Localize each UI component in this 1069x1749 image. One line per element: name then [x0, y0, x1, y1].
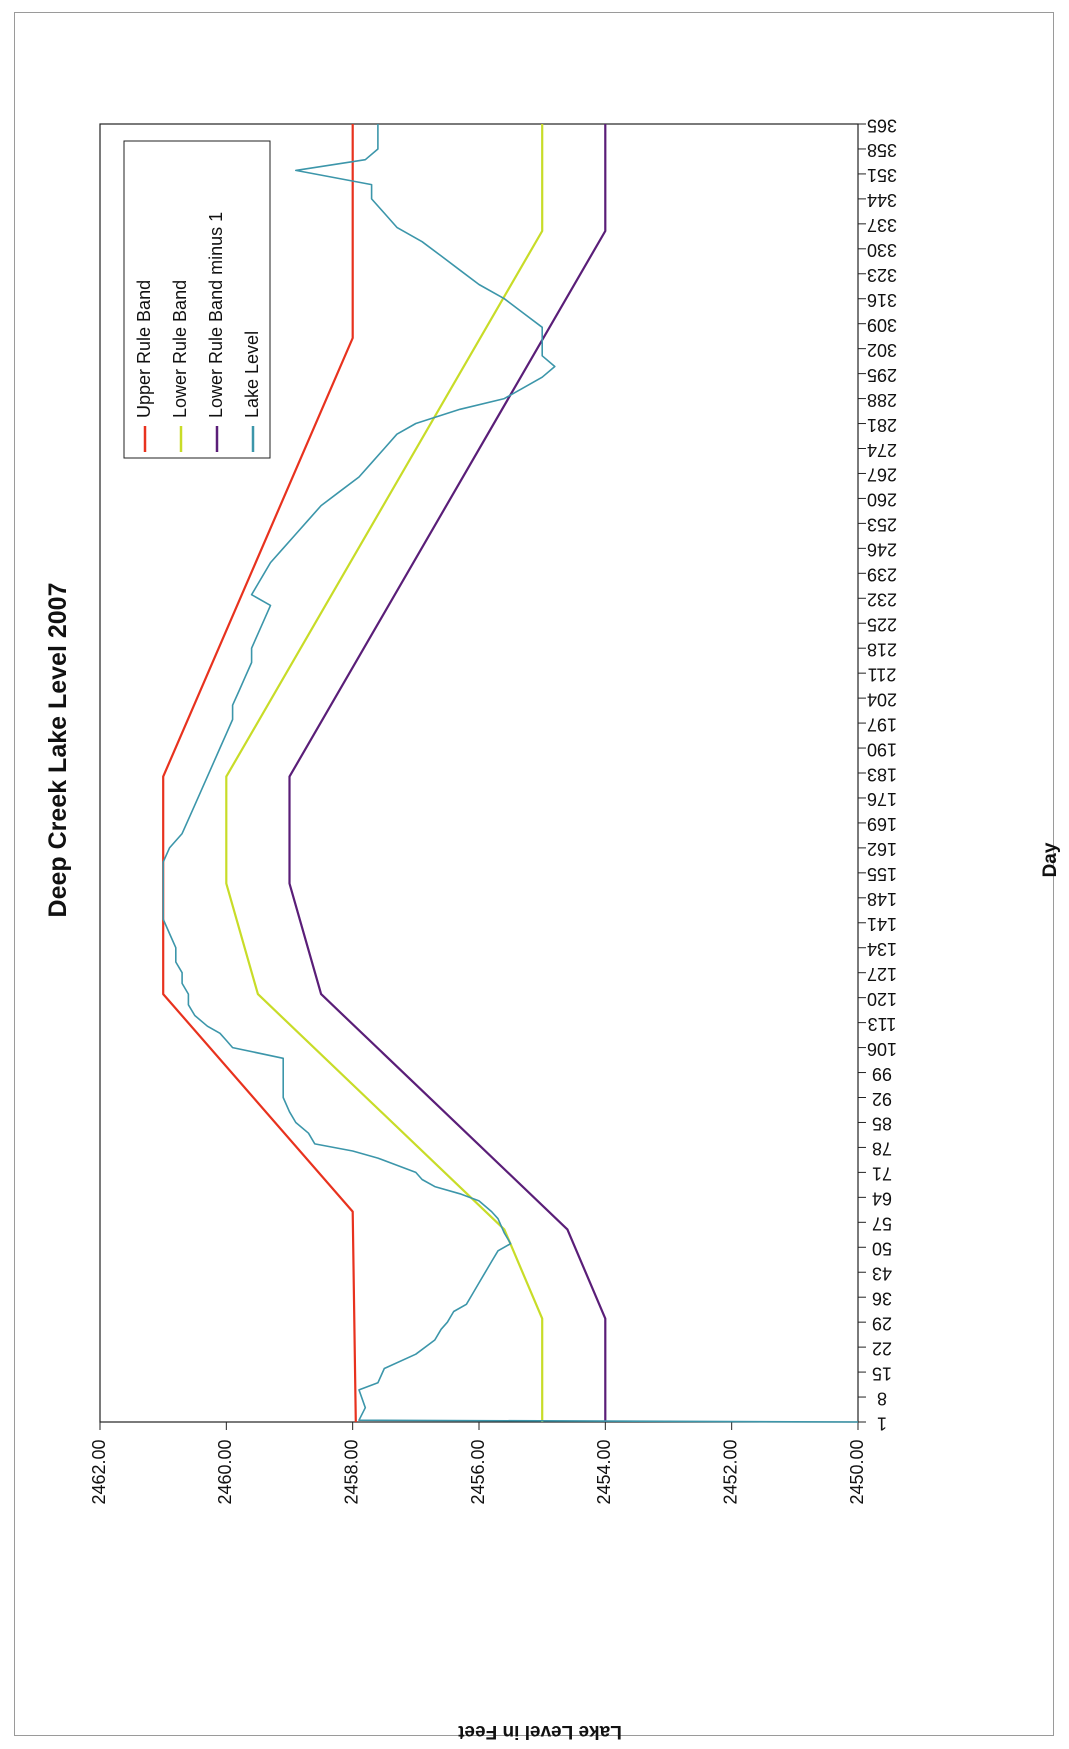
y-tick-label: 2452.00 [720, 1439, 740, 1504]
x-tick-label: 183 [867, 764, 897, 784]
chart-title: Deep Creek Lake Level 2007 [44, 583, 72, 918]
x-tick-label: 323 [867, 265, 897, 285]
x-tick-label: 239 [867, 565, 897, 585]
x-tick-label: 1 [877, 1413, 887, 1433]
x-tick-label: 134 [867, 939, 897, 959]
x-tick-label: 64 [872, 1189, 892, 1209]
x-tick-label: 309 [867, 315, 897, 335]
x-tick-label: 218 [867, 639, 897, 659]
series-line-lower-rule-band-minus-1 [288, 124, 607, 1422]
x-tick-label: 162 [867, 839, 897, 859]
x-tick-label: 71 [872, 1164, 892, 1184]
series-line-lake-level [162, 124, 859, 1423]
x-tick-label: 127 [867, 964, 897, 984]
x-tick-label: 57 [872, 1214, 892, 1234]
x-tick-label: 232 [867, 590, 897, 610]
x-tick-label: 204 [867, 689, 897, 709]
x-tick-label: 113 [868, 1014, 897, 1034]
x-tick-label: 274 [867, 440, 897, 460]
x-tick-label: 253 [867, 515, 897, 535]
x-tick-label: 351 [867, 165, 897, 185]
y-tick-label: 2454.00 [594, 1439, 614, 1504]
x-tick-label: 141 [867, 914, 897, 934]
x-tick-label: 260 [867, 490, 897, 510]
x-tick-label: 169 [867, 814, 897, 834]
x-tick-label: 288 [867, 390, 897, 410]
x-tick-label: 246 [867, 540, 897, 560]
legend: Upper Rule Band Lower Rule Band Lower Rule… [123, 140, 271, 459]
series-line-lower-rule-band [225, 124, 544, 1422]
x-tick-label: 337 [867, 215, 897, 235]
y-tick-label: 2456.00 [468, 1439, 488, 1504]
x-tick-label: 50 [872, 1239, 892, 1259]
x-tick-label: 155 [867, 864, 897, 884]
x-tick-label: 99 [872, 1064, 892, 1084]
x-tick-label: 85 [872, 1114, 892, 1134]
x-tick-label: 36 [872, 1288, 892, 1308]
x-tick-label: 267 [867, 465, 897, 485]
x-tick-label: 316 [867, 290, 897, 310]
legend-label: Lake Level [242, 331, 262, 418]
series-layer [162, 124, 859, 1423]
legend-label: Lower Rule Band [170, 280, 190, 418]
x-axis-ticks: 1 8 15 22 29 36 43 50 57 64 71 78 85 92 99 106 113 120 127… [858, 115, 897, 1433]
x-tick-label: 330 [867, 240, 897, 260]
x-tick-label: 197 [867, 714, 897, 734]
x-tick-label: 295 [867, 365, 897, 385]
y-tick-label: 2458.00 [341, 1439, 361, 1504]
x-tick-label: 15 [872, 1363, 892, 1383]
x-tick-label: 190 [867, 739, 897, 759]
page-frame [14, 12, 1054, 1736]
x-tick-label: 8 [877, 1388, 887, 1408]
x-tick-label: 43 [872, 1263, 892, 1283]
x-tick-label: 106 [867, 1039, 897, 1059]
x-tick-label: 225 [867, 614, 897, 634]
x-tick-label: 365 [867, 115, 897, 135]
legend-box [123, 140, 271, 459]
x-tick-label: 302 [867, 340, 897, 360]
x-tick-label: 92 [872, 1089, 892, 1109]
legend-label: Upper Rule Band [134, 280, 154, 418]
x-tick-label: 29 [872, 1313, 892, 1333]
x-tick-label: 344 [867, 190, 897, 210]
x-axis-title: Day [1040, 842, 1061, 877]
y-tick-label: 2460.00 [215, 1439, 235, 1504]
x-tick-label: 281 [867, 415, 897, 435]
y-tick-label: 2462.00 [89, 1439, 109, 1504]
legend-label: Lower Rule Band minus 1 [206, 212, 226, 418]
y-axis-title: Lake Level in Feet [457, 1721, 621, 1742]
y-axis-ticks: 2450.00 2452.00 2454.00 2456.00 2458.00 2460.… [89, 1422, 867, 1505]
x-tick-label: 148 [867, 889, 897, 909]
x-tick-label: 78 [872, 1139, 892, 1159]
x-tick-label: 120 [867, 989, 897, 1009]
x-tick-label: 211 [868, 664, 897, 684]
y-tick-label: 2450.00 [847, 1439, 867, 1504]
x-tick-label: 358 [867, 140, 897, 160]
x-tick-label: 176 [867, 789, 897, 809]
x-tick-label: 22 [872, 1338, 892, 1358]
